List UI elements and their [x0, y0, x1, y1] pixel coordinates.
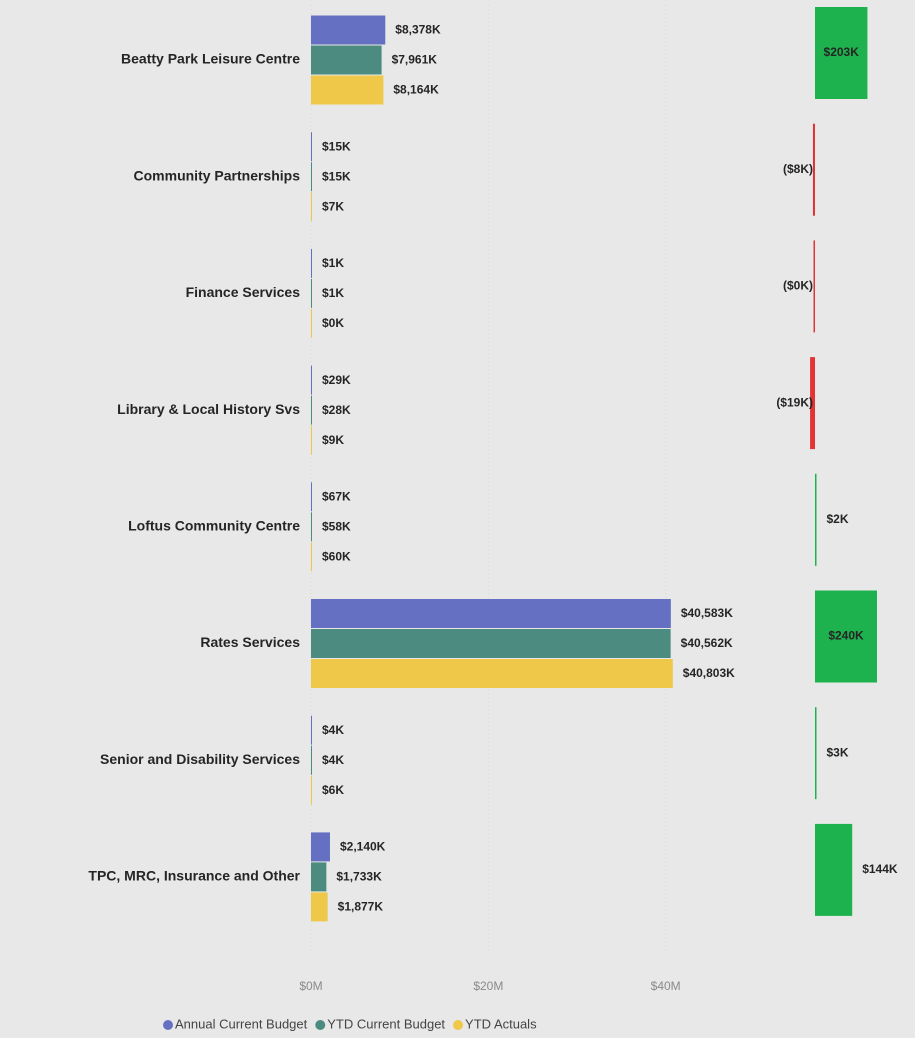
- data-label: $1,733K: [336, 870, 382, 884]
- bar: [311, 365, 312, 395]
- data-label: $67K: [322, 489, 351, 503]
- data-label: $6K: [322, 783, 344, 797]
- bar: [311, 15, 386, 45]
- variance-bar: [813, 240, 815, 333]
- data-label: $4K: [322, 753, 344, 767]
- data-label: $58K: [322, 519, 351, 533]
- data-label: $4K: [322, 723, 344, 737]
- data-label: $15K: [322, 139, 351, 153]
- bar: [311, 162, 312, 192]
- bar: [311, 629, 671, 658]
- bar: [311, 512, 312, 542]
- category-label: Beatty Park Leisure Centre: [121, 51, 300, 67]
- bar: [311, 278, 312, 308]
- x-tick-label: $0M: [299, 979, 322, 993]
- x-tick-label: $40M: [651, 979, 681, 993]
- bar: [311, 248, 312, 278]
- bar: [311, 775, 312, 805]
- variance-bar: [815, 7, 868, 99]
- variance-label: ($8K): [783, 162, 813, 176]
- bar: [311, 599, 671, 628]
- legend-marker: [163, 1020, 173, 1030]
- category-label: Senior and Disability Services: [100, 751, 300, 767]
- bar: [311, 45, 382, 75]
- category-label: Rates Services: [200, 634, 300, 650]
- x-tick-label: $20M: [473, 979, 503, 993]
- bar: [311, 659, 673, 688]
- variance-label: $203K: [824, 45, 860, 59]
- data-label: $40,562K: [681, 636, 733, 650]
- legend-label: YTD Actuals: [465, 1016, 537, 1031]
- data-label: $1K: [322, 286, 344, 300]
- data-label: $0K: [322, 316, 344, 330]
- data-label: $7,961K: [392, 53, 438, 67]
- bar: [311, 832, 330, 862]
- variance-bar: [812, 123, 815, 216]
- bar: [311, 892, 328, 922]
- data-label: $2,140K: [340, 840, 386, 854]
- data-label: $15K: [322, 169, 351, 183]
- data-label: $1K: [322, 256, 344, 270]
- bar: [311, 542, 312, 572]
- variance-bar: [815, 473, 817, 566]
- variance-bar: [815, 707, 817, 800]
- data-label: $8,164K: [393, 83, 439, 97]
- data-label: $7K: [322, 199, 344, 213]
- legend-label: Annual Current Budget: [175, 1016, 308, 1031]
- variance-label: $2K: [827, 512, 849, 526]
- variance-bar: [815, 823, 853, 916]
- category-label: Community Partnerships: [134, 167, 301, 183]
- bar: [311, 862, 327, 892]
- data-label: $29K: [322, 373, 351, 387]
- bar: [311, 745, 312, 775]
- bar: [311, 308, 312, 338]
- variance-label: $3K: [827, 745, 849, 759]
- data-label: $1,877K: [338, 900, 384, 914]
- category-label: Finance Services: [186, 284, 301, 300]
- legend-marker: [453, 1020, 464, 1030]
- bar: [311, 75, 384, 105]
- variance-label: ($19K): [776, 395, 813, 409]
- variance-label: $240K: [828, 629, 864, 643]
- data-label: $8,378K: [395, 23, 441, 37]
- bar: [311, 482, 312, 512]
- data-label: $40,803K: [683, 666, 735, 680]
- category-label: Library & Local History Svs: [117, 401, 300, 417]
- data-label: $9K: [322, 433, 344, 447]
- category-label: Loftus Community Centre: [128, 518, 300, 534]
- bar: [311, 395, 312, 425]
- legend-label: YTD Current Budget: [327, 1016, 445, 1031]
- data-label: $28K: [322, 403, 351, 417]
- category-label: TPC, MRC, Insurance and Other: [88, 868, 300, 884]
- data-label: $40,583K: [681, 606, 733, 620]
- bar: [311, 192, 312, 222]
- data-label: $60K: [322, 549, 351, 563]
- variance-label: $144K: [862, 862, 898, 876]
- bar: [311, 425, 312, 455]
- bar: [311, 715, 312, 745]
- variance-label: ($0K): [783, 279, 813, 293]
- bar: [311, 132, 312, 162]
- variance-bar: [815, 590, 877, 683]
- variance-bar: [810, 357, 815, 450]
- legend-marker: [315, 1020, 326, 1030]
